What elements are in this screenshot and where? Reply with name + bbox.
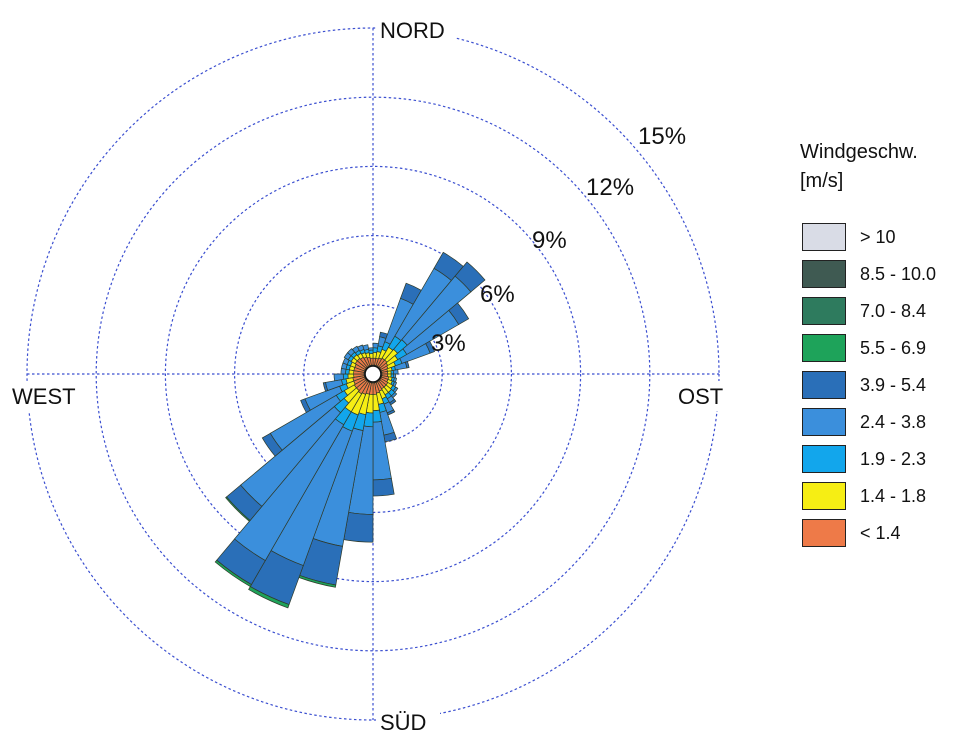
radial-tick-label-3: 3% xyxy=(431,330,466,357)
radial-tick-label-15: 15% xyxy=(638,123,686,150)
legend-label: 1.4 - 1.8 xyxy=(860,485,927,506)
sector-200-class-5 xyxy=(248,586,290,609)
sector-70-class-4 xyxy=(404,361,410,369)
east-label-bg xyxy=(675,381,737,411)
sector-170-class-4 xyxy=(372,477,395,497)
legend-item: 5.5 - 6.9 xyxy=(802,333,926,363)
sector-60-class-4 xyxy=(425,340,436,354)
legend-swatch xyxy=(802,223,846,251)
sector-350-class-1 xyxy=(368,353,374,359)
sector-220-class-5 xyxy=(225,496,251,522)
legend-label: 5.5 - 6.9 xyxy=(860,337,927,358)
sector-260-class-2 xyxy=(342,373,349,380)
legend-item: 1.4 - 1.8 xyxy=(802,481,926,511)
legend-item: 7.0 - 8.4 xyxy=(802,296,926,326)
radial-tick-label-9: 9% xyxy=(532,227,567,254)
sector-40-class-4 xyxy=(454,261,486,293)
legend-label: 3.9 - 5.4 xyxy=(860,374,927,395)
sector-80-class-3 xyxy=(392,369,399,375)
sector-240-class-4 xyxy=(300,398,311,413)
sector-260-class-1 xyxy=(347,373,355,379)
grid-ring-12 xyxy=(95,96,651,652)
legend-swatch xyxy=(802,408,846,436)
north-label-bg xyxy=(376,14,456,44)
legend-label: 7.0 - 8.4 xyxy=(860,300,927,321)
legend-swatch xyxy=(802,334,846,362)
direction-labels: NORD SÜD WEST OST xyxy=(8,14,737,736)
radial-tick-labels: 3% 6% 9% 12% 15% xyxy=(431,123,686,357)
legend-swatch xyxy=(802,297,846,325)
legend-swatch xyxy=(802,519,846,547)
legend-item: 3.9 - 5.4 xyxy=(802,370,926,400)
east-label: OST xyxy=(678,384,723,409)
south-label: SÜD xyxy=(380,710,426,735)
sector-250-class-4 xyxy=(322,381,329,392)
legend-label: > 10 xyxy=(860,226,896,247)
center-circle xyxy=(364,365,382,383)
south-label-bg xyxy=(376,704,440,736)
legend-swatch xyxy=(802,445,846,473)
radial-tick-label-6: 6% xyxy=(480,281,515,308)
legend-item: < 1.4 xyxy=(802,518,901,548)
legend-label: 1.9 - 2.3 xyxy=(860,448,927,469)
sector-230-class-4 xyxy=(261,432,283,457)
grid-ring-9 xyxy=(164,165,582,583)
legend-title: Windgeschw. xyxy=(800,141,918,163)
legend-label: < 1.4 xyxy=(860,522,901,543)
legend-item: 1.9 - 2.3 xyxy=(802,444,926,474)
center-marker xyxy=(364,365,382,383)
legend-item: 8.5 - 10.0 xyxy=(802,259,936,289)
sector-210-class-5 xyxy=(214,559,252,588)
sector-180-class-4 xyxy=(343,511,374,543)
legend: Windgeschw. [m/s] > 10 8.5 - 10.0 7.0 - 8.… xyxy=(800,138,965,547)
sector-340-class-3 xyxy=(362,344,370,351)
legend-label: 2.4 - 3.8 xyxy=(860,411,927,432)
legend-swatch xyxy=(802,482,846,510)
sector-330-class-3 xyxy=(357,344,365,352)
legend-item: 2.4 - 3.8 xyxy=(802,407,926,437)
sector-350-class-3 xyxy=(367,347,374,351)
legend-label: 8.5 - 10.0 xyxy=(860,263,937,284)
sector-50-class-4 xyxy=(448,302,470,325)
west-label: WEST xyxy=(12,384,76,409)
sector-260-class-3 xyxy=(333,373,345,382)
wind-sectors xyxy=(214,251,486,609)
legend-swatch xyxy=(802,371,846,399)
legend-unit: [m/s] xyxy=(800,170,844,192)
legend-swatch xyxy=(802,260,846,288)
north-label: NORD xyxy=(380,18,445,43)
radial-tick-label-12: 12% xyxy=(586,174,634,201)
west-label-bg xyxy=(8,381,86,411)
legend-item: > 10 xyxy=(802,222,896,252)
